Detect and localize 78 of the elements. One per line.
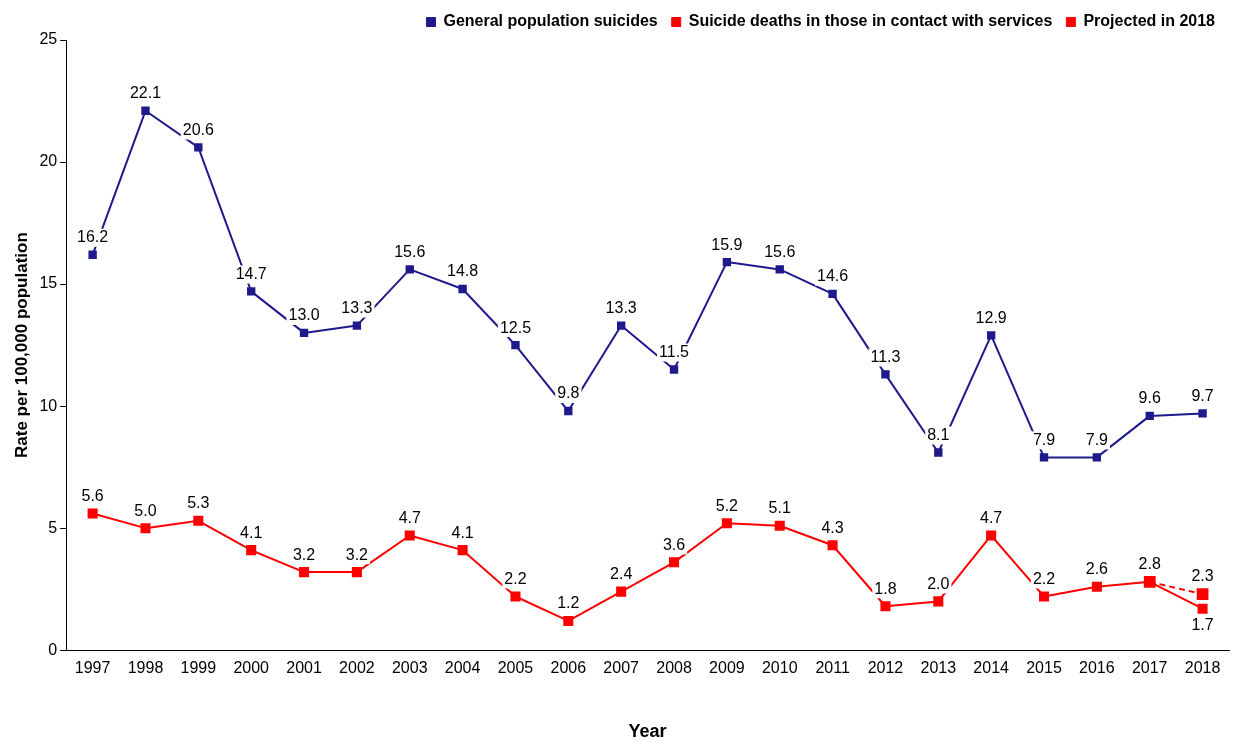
data-label: 11.3	[870, 347, 901, 365]
legend-label: Suicide deaths in those in contact with services	[688, 12, 1053, 30]
x-tick-label: 2011	[815, 659, 850, 677]
x-tick-label: 2007	[603, 659, 640, 677]
x-tick-label: 2003	[391, 659, 428, 677]
data-label: 13.3	[605, 298, 637, 316]
data-label: 5.2	[715, 496, 739, 514]
data-label: 20.6	[182, 120, 215, 138]
data-label: 15.9	[711, 235, 743, 253]
data-label: 4.1	[240, 523, 263, 541]
data-label: 14.8	[447, 262, 479, 280]
x-tick-label: 2015	[1026, 659, 1062, 677]
data-label: 14.7	[235, 264, 267, 282]
data-label: 2.3	[1191, 567, 1214, 585]
x-tick-label: 2012	[867, 659, 904, 677]
data-label: 1.7	[1191, 616, 1214, 634]
data-label: 3.2	[345, 545, 369, 563]
data-label: 4.7	[398, 508, 421, 526]
data-label: 9.7	[1191, 386, 1214, 404]
data-label: 4.1	[451, 523, 474, 541]
x-tick-label: 2002	[339, 659, 375, 677]
data-label: 2.8	[1138, 555, 1161, 573]
data-label: 2.2	[504, 569, 527, 587]
y-axis-title: Rate per 100,000 population	[11, 232, 31, 458]
data-label: 3.6	[662, 535, 686, 553]
data-label: 15.6	[764, 242, 796, 260]
data-label: 9.6	[1138, 389, 1161, 407]
x-tick-label: 2013	[920, 659, 957, 677]
data-label: 4.7	[980, 508, 1003, 526]
y-tick-label: 25	[39, 30, 58, 48]
data-label: 12.5	[499, 318, 532, 336]
data-label: 13.0	[288, 306, 320, 324]
data-label: 16.2	[77, 228, 109, 246]
data-label: 5.3	[187, 494, 210, 512]
data-label: 7.9	[1032, 430, 1056, 448]
data-label: 11.5	[659, 342, 690, 360]
data-label: 1.2	[557, 594, 580, 612]
y-tick-label: 20	[39, 152, 58, 170]
data-label: 13.3	[341, 298, 373, 316]
x-tick-label: 2004	[444, 659, 481, 677]
legend-label: Projected in 2018	[1083, 12, 1216, 30]
data-label: 4.3	[821, 518, 844, 536]
data-label: 15.6	[394, 242, 426, 260]
x-tick-label: 2018	[1184, 659, 1221, 677]
data-label: 12.9	[975, 308, 1007, 326]
data-label: 7.9	[1085, 430, 1109, 448]
x-tick-label: 2010	[761, 659, 798, 677]
data-label: 2.6	[1085, 560, 1109, 578]
x-tick-label: 2001	[286, 659, 322, 677]
data-label: 22.1	[129, 84, 162, 102]
data-label: 9.8	[557, 384, 580, 402]
data-label: 5.0	[134, 501, 157, 519]
y-tick-label: 5	[48, 518, 58, 536]
x-tick-label: 2005	[497, 659, 534, 677]
x-tick-label: 1998	[127, 659, 164, 677]
data-label: 2.0	[927, 574, 950, 592]
x-tick-label: 2014	[973, 659, 1010, 677]
x-tick-label: 1997	[74, 659, 111, 677]
x-tick-label: 2017	[1131, 659, 1168, 677]
data-label: 14.6	[817, 267, 849, 285]
data-label: 5.1	[768, 499, 791, 517]
data-label: 8.1	[927, 425, 950, 443]
data-label: 1.8	[874, 579, 897, 597]
data-label: 2.2	[1032, 569, 1056, 587]
legend-label: General population suicides	[443, 12, 658, 30]
y-tick-label: 0	[48, 640, 58, 658]
x-axis-title: Year	[628, 721, 667, 742]
x-tick-label: 2006	[550, 659, 587, 677]
y-tick-label: 15	[39, 274, 58, 292]
x-tick-label: 2016	[1079, 659, 1115, 677]
data-label: 3.2	[292, 545, 316, 563]
data-label: 2.4	[610, 565, 633, 583]
x-tick-label: 1999	[180, 659, 217, 677]
x-tick-label: 2009	[709, 659, 745, 677]
x-tick-label: 2000	[233, 659, 270, 677]
y-tick-label: 10	[39, 396, 58, 414]
x-tick-label: 2008	[656, 659, 692, 677]
data-label: 5.6	[81, 486, 104, 504]
